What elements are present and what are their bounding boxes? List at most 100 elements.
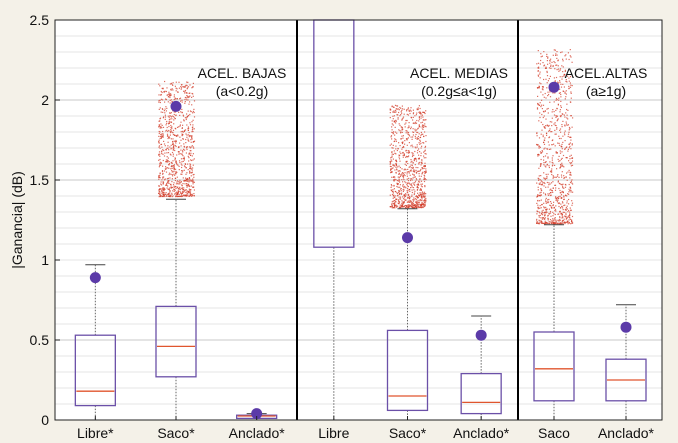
outlier-point bbox=[180, 86, 182, 88]
outlier-point bbox=[565, 214, 567, 216]
outlier-point bbox=[555, 115, 557, 117]
outlier-point bbox=[393, 176, 395, 178]
outlier-point bbox=[397, 148, 399, 150]
outlier-point bbox=[410, 145, 412, 147]
outlier-point bbox=[396, 132, 398, 134]
outlier-point bbox=[570, 209, 572, 211]
outlier-point bbox=[395, 166, 397, 168]
outlier-point bbox=[417, 199, 419, 202]
outlier-point bbox=[543, 159, 545, 161]
outlier-point bbox=[419, 194, 421, 197]
outlier-point bbox=[399, 124, 401, 126]
outlier-point bbox=[539, 146, 541, 148]
outlier-point bbox=[179, 142, 181, 144]
outlier-point bbox=[182, 183, 184, 185]
outlier-point bbox=[173, 145, 175, 147]
outlier-point bbox=[400, 111, 402, 113]
outlier-point bbox=[540, 217, 542, 219]
outlier-point bbox=[570, 115, 572, 117]
outlier-point bbox=[402, 203, 404, 205]
outlier-point bbox=[420, 185, 422, 187]
outlier-point bbox=[551, 157, 553, 159]
outlier-point bbox=[539, 182, 541, 184]
outlier-point bbox=[389, 162, 392, 164]
outlier-point bbox=[185, 191, 187, 194]
outlier-point bbox=[410, 136, 412, 138]
outlier-point bbox=[541, 88, 543, 90]
outlier-point bbox=[167, 137, 169, 140]
outlier-point bbox=[563, 204, 565, 207]
outlier-point bbox=[555, 221, 558, 223]
outlier-point bbox=[548, 124, 550, 127]
outlier-point bbox=[536, 213, 538, 215]
outlier-point bbox=[390, 170, 392, 172]
outlier-point bbox=[565, 209, 567, 211]
outlier-point bbox=[562, 60, 564, 62]
outlier-point bbox=[186, 85, 188, 87]
outlier-point bbox=[188, 140, 190, 142]
outlier-point bbox=[172, 140, 174, 143]
outlier-point bbox=[159, 127, 161, 129]
outlier-point bbox=[398, 203, 400, 205]
outlier-point bbox=[545, 206, 547, 208]
outlier-point bbox=[405, 169, 407, 171]
outlier-point bbox=[188, 177, 190, 179]
outlier-point bbox=[186, 186, 188, 188]
outlier-point bbox=[186, 88, 188, 90]
outlier-point bbox=[412, 131, 414, 133]
outlier-point bbox=[553, 222, 555, 224]
outlier-point bbox=[560, 194, 563, 196]
outlier-point bbox=[182, 148, 185, 150]
outlier-point bbox=[548, 221, 550, 223]
outlier-point bbox=[421, 173, 423, 175]
outlier-point bbox=[564, 124, 566, 126]
outlier-point bbox=[393, 165, 395, 167]
outlier-point bbox=[175, 187, 177, 190]
outlier-point bbox=[397, 114, 399, 116]
outlier-point bbox=[421, 193, 423, 195]
outlier-point bbox=[172, 143, 174, 145]
outlier-point bbox=[178, 146, 180, 148]
outlier-point bbox=[541, 104, 543, 106]
outlier-point bbox=[418, 205, 420, 207]
outlier-point bbox=[158, 185, 160, 187]
outlier-point bbox=[417, 149, 419, 152]
outlier-point bbox=[548, 222, 550, 225]
outlier-point bbox=[537, 195, 539, 197]
outlier-point bbox=[543, 181, 545, 184]
outlier-point bbox=[539, 205, 541, 207]
outlier-point bbox=[400, 193, 403, 195]
outlier-point bbox=[536, 135, 538, 137]
outlier-point bbox=[537, 87, 540, 89]
outlier-point bbox=[561, 214, 563, 216]
outlier-point bbox=[416, 112, 418, 114]
outlier-point bbox=[184, 117, 186, 119]
outlier-point bbox=[168, 187, 171, 189]
outlier-point bbox=[420, 199, 422, 201]
outlier-point bbox=[400, 132, 402, 134]
outlier-point bbox=[190, 189, 192, 191]
outlier-point bbox=[402, 172, 404, 174]
outlier-point bbox=[410, 203, 413, 205]
outlier-point bbox=[165, 149, 167, 151]
outlier-point bbox=[162, 173, 164, 175]
outlier-point bbox=[540, 184, 542, 186]
outlier-point bbox=[537, 62, 540, 64]
outlier-point bbox=[401, 204, 403, 206]
outlier-point bbox=[410, 184, 412, 186]
outlier-point bbox=[162, 181, 164, 183]
x-axis: Libre* Saco* Anclado* Libre Saco* Anclado* Sac… bbox=[77, 416, 655, 441]
outlier-point bbox=[404, 123, 406, 125]
outlier-point bbox=[550, 64, 552, 66]
outlier-point bbox=[563, 187, 565, 189]
outlier-point bbox=[550, 58, 552, 60]
outlier-point bbox=[167, 152, 170, 154]
outlier-point bbox=[570, 97, 572, 99]
outlier-point bbox=[402, 206, 404, 208]
outlier-point bbox=[171, 187, 173, 189]
outlier-point bbox=[541, 210, 543, 212]
outlier-point bbox=[411, 184, 413, 187]
outlier-point bbox=[414, 135, 416, 137]
outlier-point bbox=[182, 195, 184, 197]
outlier-point bbox=[167, 141, 169, 143]
